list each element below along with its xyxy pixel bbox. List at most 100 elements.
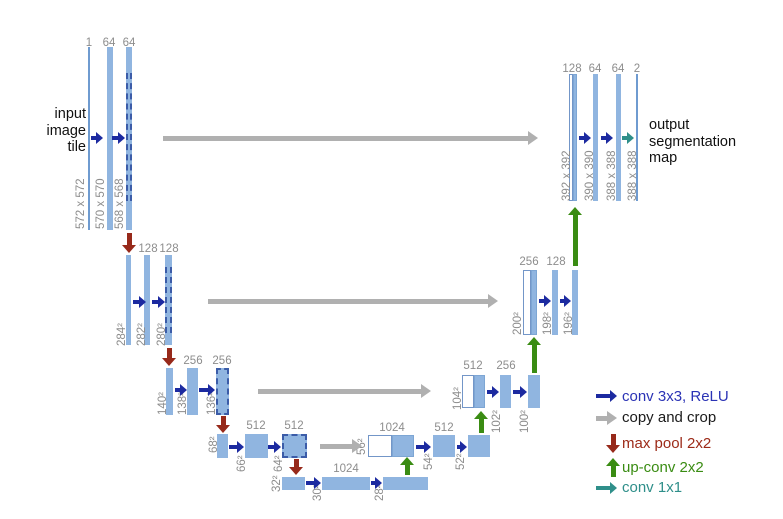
enc3-feature-bar-1	[187, 368, 198, 415]
channel-label: 256	[212, 355, 232, 367]
input-caption-line: tile	[67, 139, 86, 155]
copy-crop-arrow-level1	[163, 131, 538, 145]
enc1-input-bar	[88, 47, 90, 230]
legend-conv-label: conv 3x3, ReLU	[622, 388, 729, 405]
channel-label: 64	[102, 37, 116, 49]
conv-arrow	[112, 132, 125, 144]
enc1-feature-bar-2	[126, 47, 132, 230]
enc1-feature-bar-1	[107, 47, 113, 230]
dec3-feature-bar-0	[474, 375, 485, 408]
legend-copy-label: copy and crop	[622, 409, 717, 426]
channel-label: 128	[546, 256, 566, 268]
input-caption-line: image	[46, 122, 87, 139]
dec2-feature-bar-0	[531, 270, 537, 335]
channel-label: 512	[434, 422, 454, 434]
enc2-crop-region	[165, 267, 172, 333]
dim-label: 68²	[208, 436, 220, 453]
dec3-feature-bar-2	[528, 375, 540, 408]
dim-label: 102²	[491, 409, 503, 433]
legend-copy-arrow-icon	[596, 411, 617, 425]
dim-label: 200²	[512, 311, 524, 335]
conv-arrow	[133, 296, 146, 308]
legend-maxpool-arrow-icon	[606, 434, 620, 453]
legend-conv1x1-arrow-icon	[596, 482, 617, 494]
dec4-feature-box-2	[468, 435, 490, 457]
enc2-feature-bar-2	[165, 255, 172, 345]
dec3-feature-bar-1	[500, 375, 511, 408]
dim-label: 388 x 388	[606, 150, 618, 201]
bottleneck-feature-bar-2	[383, 477, 428, 490]
dec2-feature-bar-1	[552, 270, 558, 335]
conv-arrow	[199, 384, 215, 396]
channel-label: 512	[246, 420, 266, 432]
enc3-crop-region	[216, 368, 229, 415]
enc1-crop-region	[126, 73, 132, 201]
channel-label: 64	[122, 37, 136, 49]
conv-arrow	[539, 295, 551, 307]
enc4-feature-bar-1	[245, 434, 268, 458]
dim-label: 100²	[519, 409, 531, 433]
enc2-feature-bar-1	[144, 255, 150, 345]
dim-label: 392 x 392	[561, 150, 573, 201]
channel-label: 64	[588, 63, 602, 75]
channel-label: 1	[85, 37, 93, 49]
output-caption-line: output	[649, 117, 690, 133]
legend-upconv-arrow-icon	[606, 458, 620, 477]
channel-label: 64	[611, 63, 625, 75]
channel-label: 512	[463, 360, 483, 372]
enc3-feature-bar-0	[166, 368, 173, 415]
conv-arrow	[371, 477, 382, 489]
dec1-feature-bar-1	[593, 74, 598, 201]
up-conv-arrow	[400, 457, 414, 475]
dec1-feature-bar-0	[573, 74, 577, 201]
channel-label: 2	[633, 63, 641, 75]
dec2-copied-feature-bar	[523, 270, 531, 335]
conv-arrow	[91, 132, 103, 144]
copy-crop-arrow-level4	[320, 439, 362, 453]
conv-1x1-arrow	[622, 132, 634, 144]
legend-conv-arrow-icon	[596, 390, 617, 402]
legend-conv1x1-label: conv 1x1	[622, 479, 683, 496]
max-pool-arrow	[216, 416, 230, 433]
conv-arrow	[229, 441, 244, 453]
dim-label: 390 x 390	[584, 150, 596, 201]
channel-label: 1024	[379, 422, 405, 434]
channel-label: 128	[159, 243, 179, 255]
dim-label: 388 x 388	[627, 150, 639, 201]
dec3-copied-feature-box	[462, 375, 474, 408]
max-pool-arrow	[289, 459, 303, 475]
output-caption-line: map	[649, 150, 678, 166]
up-conv-arrow	[568, 207, 582, 266]
copy-crop-arrow-level2	[208, 294, 498, 308]
up-conv-arrow	[527, 337, 541, 373]
dim-label: 140²	[157, 391, 169, 415]
conv-arrow	[560, 295, 571, 307]
conv-arrow	[152, 296, 165, 308]
dec1-feature-bar-2	[616, 74, 621, 201]
conv-arrow	[487, 386, 499, 398]
bottleneck-feature-bar-0	[282, 477, 305, 490]
copy-crop-arrow-level3	[258, 384, 431, 398]
legend-upconv-label: up-conv 2x2	[622, 459, 704, 476]
channel-label: 512	[284, 420, 304, 432]
dim-label: 572 x 572	[75, 178, 87, 229]
channel-label: 128	[562, 63, 582, 75]
enc4-feature-bar-0	[217, 434, 228, 458]
dim-label: 104²	[452, 386, 464, 410]
dim-label: 570 x 570	[95, 178, 107, 229]
output-caption-line: segmentation	[649, 133, 737, 150]
conv-arrow	[513, 386, 527, 398]
enc2-feature-bar-0	[126, 255, 131, 345]
dim-label: 280²	[156, 322, 168, 346]
legend-maxpool-label: max pool 2x2	[622, 435, 712, 452]
conv-arrow	[579, 132, 591, 144]
channel-label: 256	[183, 355, 203, 367]
dec1-copied-feature-bar	[569, 74, 573, 201]
input-caption-line: input	[54, 106, 86, 122]
max-pool-arrow	[122, 233, 136, 253]
max-pool-arrow	[162, 348, 176, 366]
channel-label: 256	[519, 256, 539, 268]
up-conv-arrow	[474, 411, 488, 433]
conv-arrow	[175, 384, 187, 396]
